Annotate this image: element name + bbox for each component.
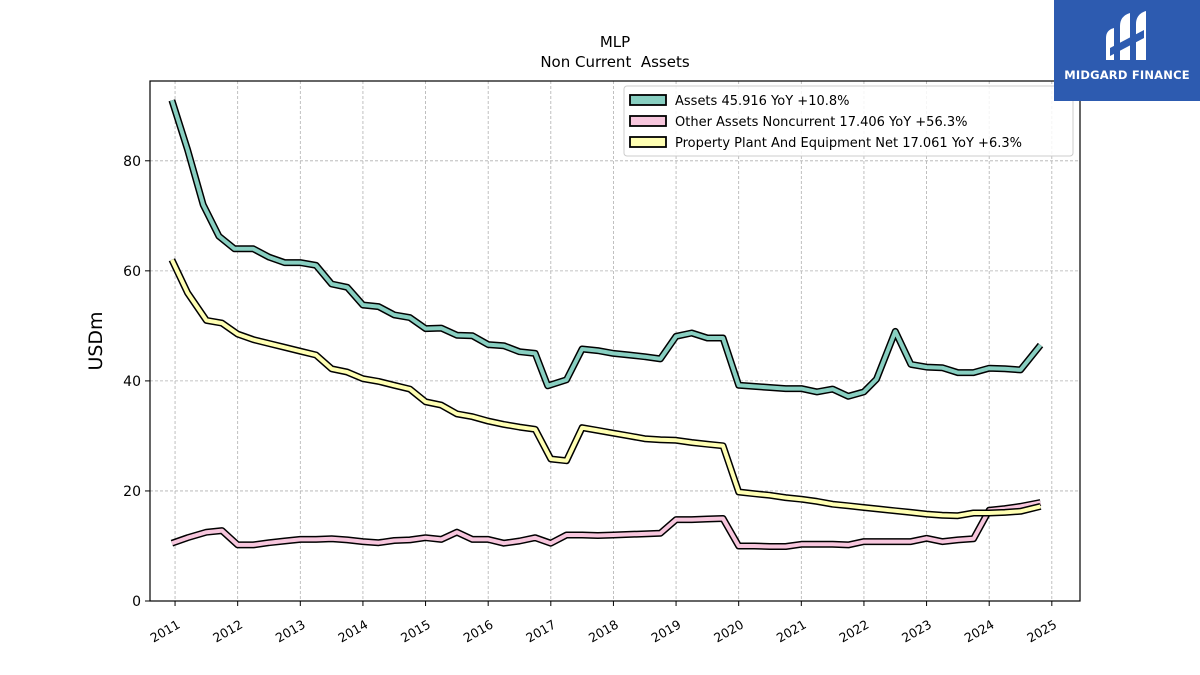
legend-swatch-0 [629,94,667,106]
chart-title: MLP [600,33,630,51]
series-line-1 [171,500,1041,549]
legend-swatch-1 [629,115,667,127]
y-tick-label: 80 [123,154,141,170]
legend-swatch-2 [629,136,667,148]
y-axis: 0 20 40 60 80 [123,154,150,610]
x-tick-label: 2016 [461,617,496,646]
x-tick-label: 2020 [711,617,746,646]
x-tick-label: 2012 [210,617,245,646]
x-tick-label: 2018 [586,617,621,646]
legend-box [623,85,1074,157]
legend-label-0: Assets 45.916 YoY +10.8% [675,94,850,109]
y-tick-label: 40 [123,374,141,390]
series-line-2 [170,258,1041,518]
x-tick-label: 2011 [148,617,183,646]
grid [150,81,1080,601]
series-line-0 [169,99,1043,399]
legend: Assets 45.916 YoY +10.8% Other Assets Non… [623,85,1074,157]
x-tick-label: 2024 [962,617,997,646]
series-outline-2 [168,258,1042,520]
logo-text: MIDGARD FINANCE [1064,68,1190,82]
legend-label-1: Other Assets Noncurrent 17.406 YoY +56.3… [675,115,967,130]
chart-subtitle: Non Current Assets [540,53,690,71]
x-tick-label: 2023 [899,617,934,646]
x-tick-label: 2014 [335,617,370,646]
x-tick-label: 2025 [1024,617,1059,646]
y-axis-label: USDm [85,311,107,370]
y-tick-label: 20 [123,484,141,500]
x-tick-label: 2019 [649,617,684,646]
x-tick-label: 2022 [836,617,871,646]
x-tick-label: 2017 [523,617,558,646]
x-tick-label: 2021 [774,617,809,646]
legend-label-2: Property Plant And Equipment Net 17.061 … [675,136,1022,151]
plot-frame [149,80,1081,602]
x-tick-label: 2015 [398,617,433,646]
series-layer [168,99,1044,550]
x-tick-label: 2013 [273,617,308,646]
x-axis: 2011 2012 2013 2014 2015 2016 2017 2018 2019 2020… [148,601,1059,646]
midgard-finance-logo: MIDGARD FINANCE [1054,0,1200,101]
y-tick-label: 60 [123,264,141,280]
logo-mark-icon [1106,11,1146,60]
y-tick-label: 0 [132,594,141,610]
